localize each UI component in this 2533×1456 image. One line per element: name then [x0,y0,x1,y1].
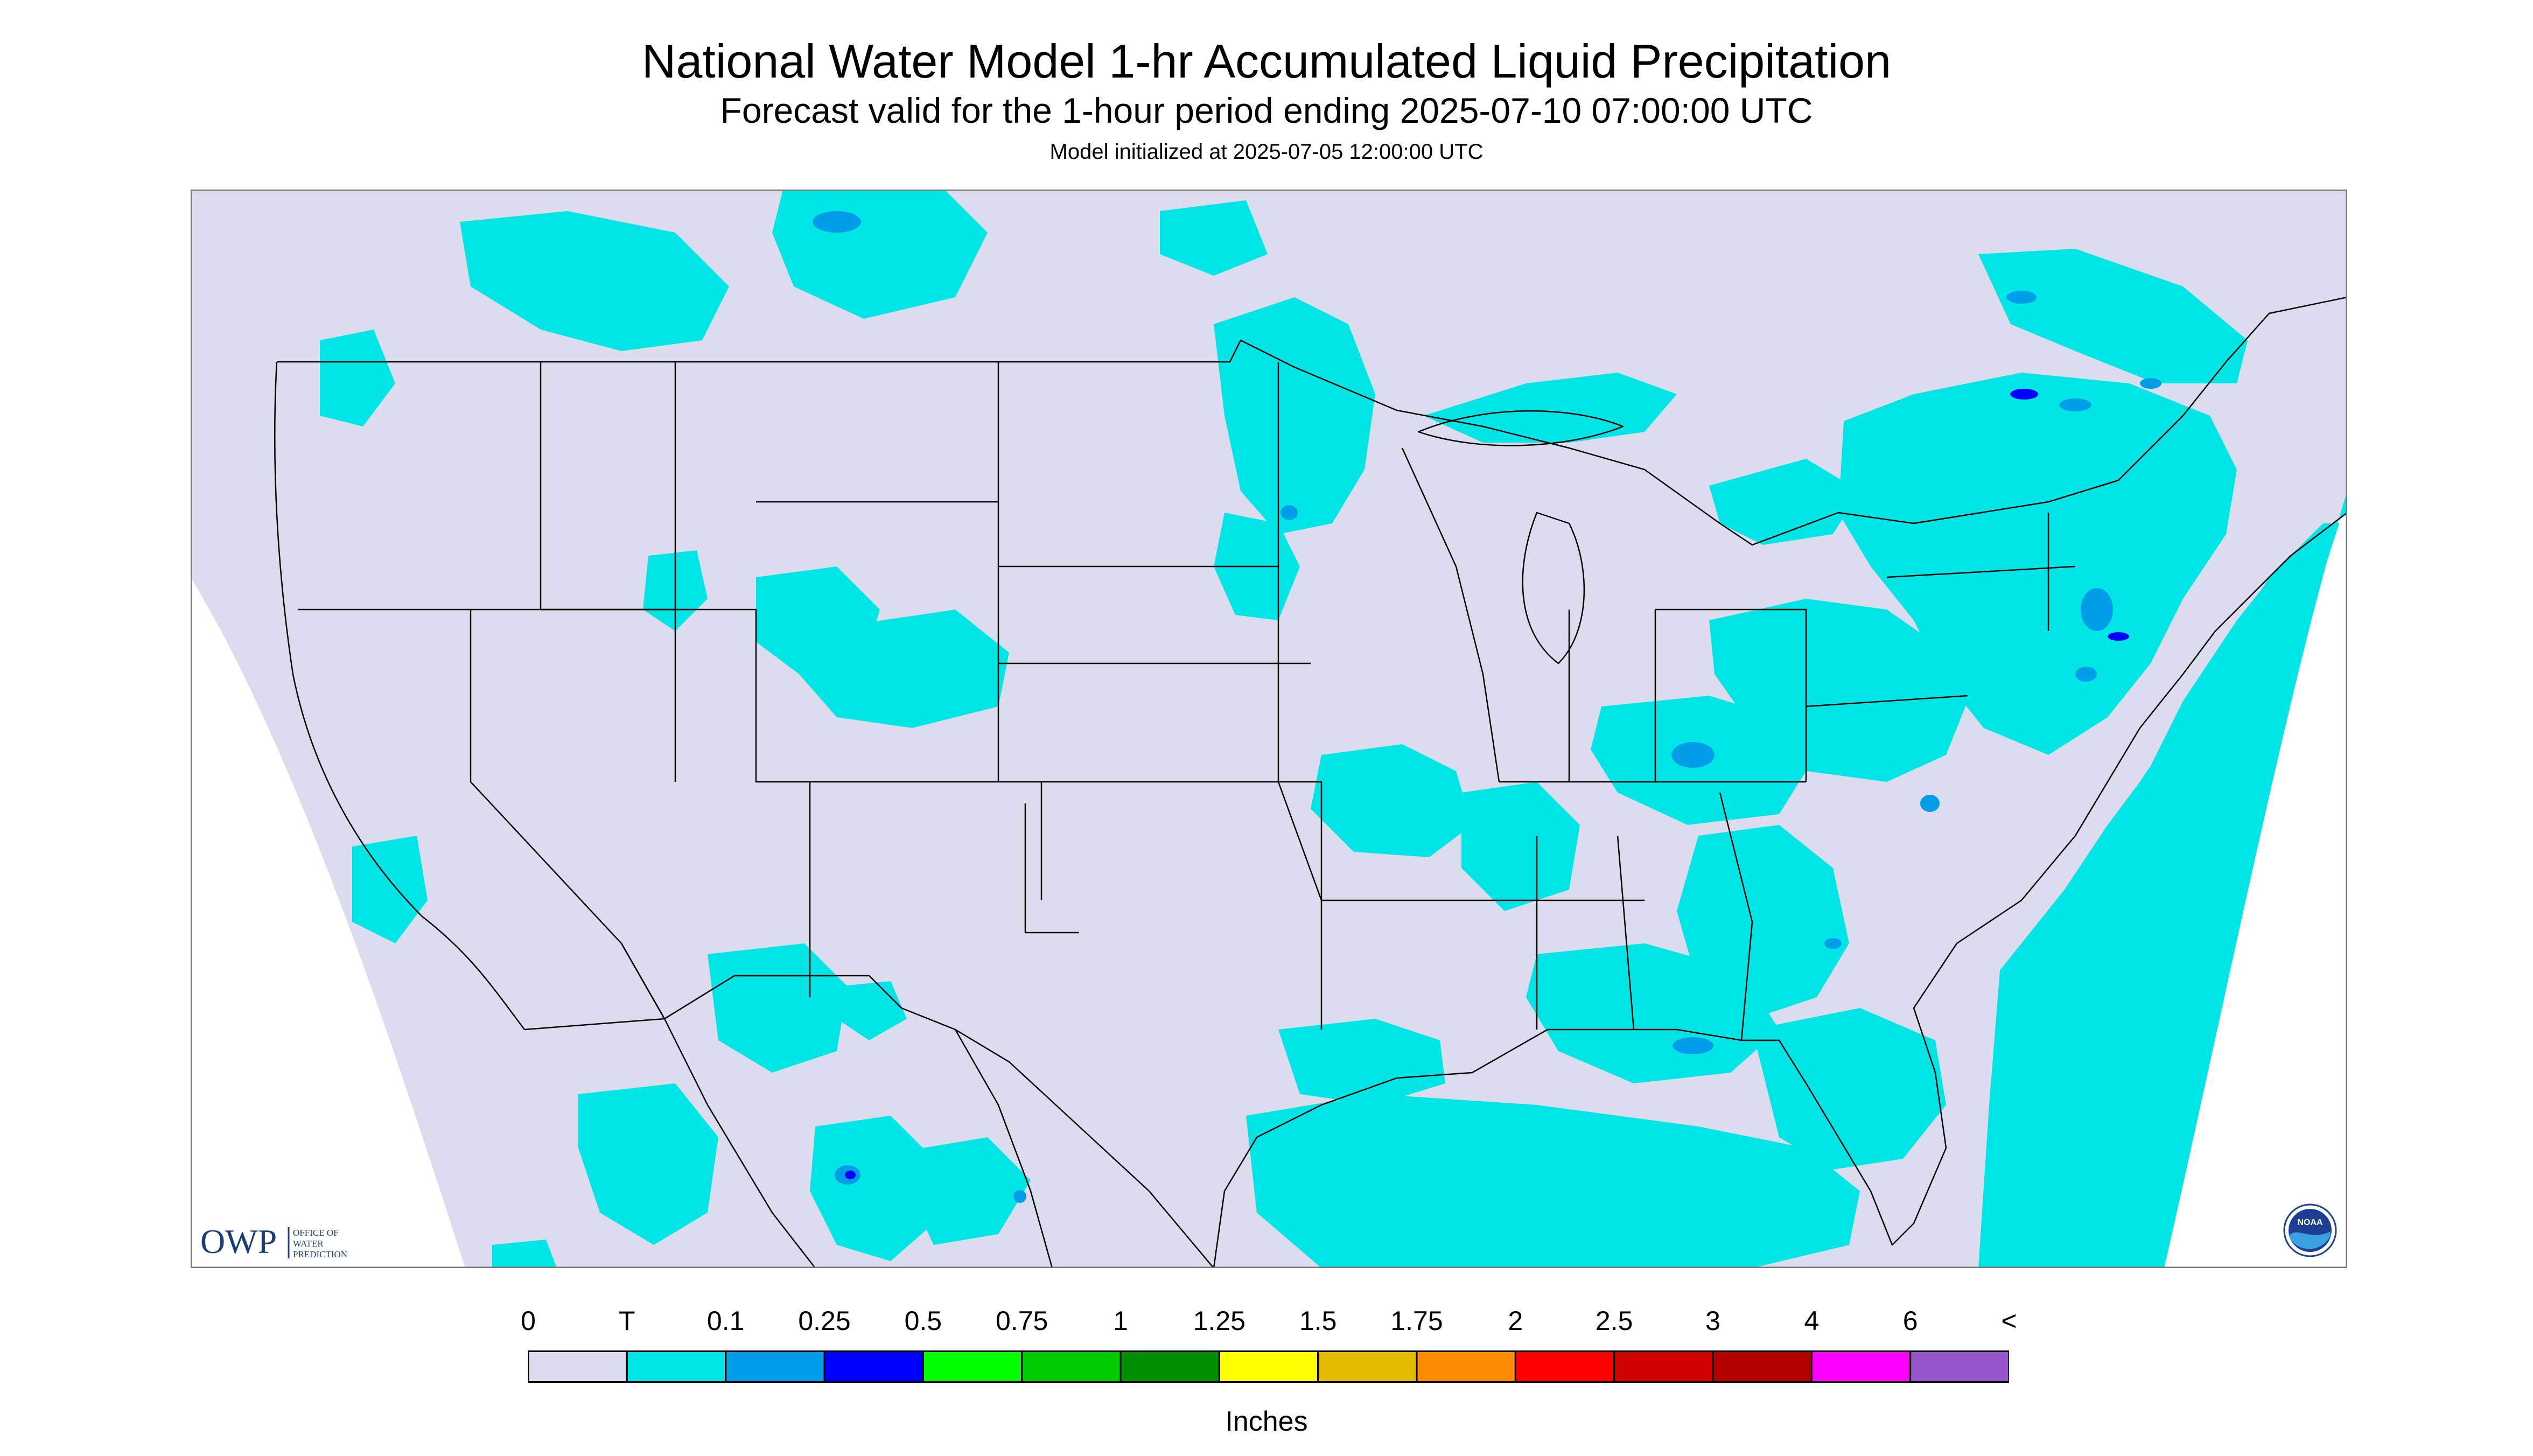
precip-heaviest-areas [845,389,2129,1179]
legend-tick-labels: 0 T 0.1 0.25 0.5 0.75 1 1.25 1.5 1.75 2 2.5 3 4 6 < [0,1307,2533,1340]
legend-swatch-7 [1218,1350,1319,1383]
legend-tick-3: 0.25 [798,1306,851,1336]
legend-swatch-11 [1613,1350,1714,1383]
precip-heavier-areas [813,211,2161,1203]
model-init-text: Model initialized at 2025-07-05 12:00:00… [1049,140,1484,164]
legend-swatch-9 [1416,1350,1516,1383]
legend-swatch-0 [528,1350,628,1383]
legend-tick-6: 1 [1113,1306,1128,1336]
legend-tick-2: 0.1 [706,1306,745,1336]
owp-logo-sub-2: WATER [293,1238,324,1249]
legend-swatch-1 [626,1350,727,1383]
forecast-valid-subtitle: Forecast valid for the 1-hour period end… [720,90,1813,130]
legend-tick-13: 4 [1804,1306,1820,1336]
owp-logo: OWP OFFICE OF WATER PREDICTION [200,1222,347,1261]
legend-tick-5: 0.75 [995,1306,1048,1336]
owp-logo-sub-1: OFFICE OF [293,1228,339,1238]
precipitation-map [191,190,2347,1268]
legend-swatch-2 [725,1350,825,1383]
legend-swatch-5 [1021,1350,1122,1383]
legend-swatch-14 [1909,1350,2009,1383]
legend-tick-8: 1.5 [1299,1306,1337,1336]
legend-units: Inches [1225,1406,1308,1437]
map-frame [191,190,2347,1268]
legend-tick-11: 2.5 [1595,1306,1633,1336]
legend-color-bar [528,1350,2009,1383]
legend-swatch-8 [1317,1350,1418,1383]
legend-tick-7: 1.25 [1193,1306,1245,1336]
legend-tick-14: 6 [1902,1306,1918,1336]
legend-tick-9: 1.75 [1390,1306,1443,1336]
legend-tick-12: 3 [1705,1306,1720,1336]
political-boundaries [274,296,2347,1268]
legend-tick-4: 0.5 [904,1306,942,1336]
noaa-logo-text: NOAA [2297,1218,2323,1227]
legend-tick-0: 0 [521,1306,536,1336]
legend-swatch-13 [1810,1350,1912,1383]
legend-swatch-3 [823,1350,924,1383]
chart-title: National Water Model 1-hr Accumulated Li… [641,34,1892,88]
precip-trace-areas [320,190,2347,1268]
legend-tick-10: 2 [1508,1306,1523,1336]
owp-logo-sub-3: PREDICTION [293,1249,347,1259]
noaa-logo: NOAA [2283,1203,2337,1257]
legend-swatch-4 [922,1350,1023,1383]
legend-swatch-6 [1119,1350,1220,1383]
legend-swatch-10 [1514,1350,1615,1383]
owp-logo-text: OWP [200,1222,277,1261]
legend-tick-15: < [2001,1306,2017,1336]
legend-tick-1: T [619,1306,635,1336]
legend-swatch-12 [1712,1350,1813,1383]
